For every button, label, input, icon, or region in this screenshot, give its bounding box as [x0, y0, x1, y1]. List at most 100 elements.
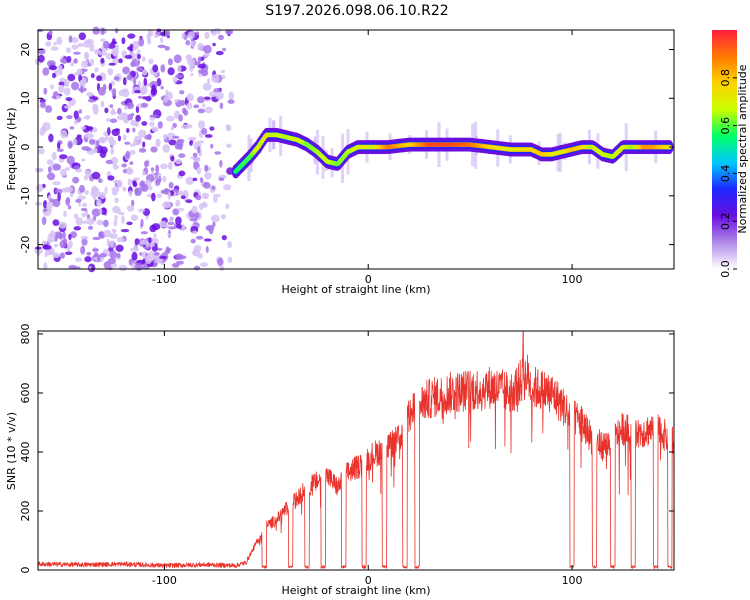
colorbar-tick-label: 0.4: [719, 165, 732, 183]
noise-scatter-group: [34, 26, 235, 273]
noise-blob: [80, 245, 86, 255]
noise-blob: [196, 167, 202, 175]
noise-blob: [136, 66, 144, 72]
noise-blob: [195, 31, 200, 35]
noise-blob: [217, 257, 224, 267]
noise-blob: [50, 84, 54, 90]
noise-blob: [52, 198, 61, 208]
x-tick-label: 100: [562, 574, 583, 587]
noise-blob: [132, 46, 137, 51]
noise-blob: [70, 193, 74, 197]
noise-blob: [192, 152, 198, 157]
noise-blob: [173, 54, 182, 64]
noise-blob: [128, 190, 133, 197]
snr-y-axis-label: SNR (10 * v/v): [5, 412, 18, 490]
noise-blob: [42, 208, 48, 213]
y-tick-label: -20: [19, 236, 32, 254]
noise-blob: [57, 192, 61, 202]
noise-blob: [155, 164, 160, 174]
noise-blob: [177, 190, 184, 196]
noise-blob: [90, 189, 97, 198]
noise-blob: [227, 241, 233, 249]
noise-blob: [43, 87, 48, 95]
noise-blob: [177, 65, 182, 73]
noise-blob: [45, 41, 52, 47]
noise-blob: [179, 90, 185, 95]
spectrogram-x-ticks: -100 0 100: [152, 30, 583, 286]
noise-blob: [59, 154, 68, 160]
noise-blob: [81, 60, 90, 68]
noise-blob: [84, 51, 89, 60]
noise-blob: [204, 164, 209, 172]
noise-blob: [49, 198, 54, 203]
y-tick-label: 20: [19, 43, 32, 57]
noise-blob: [72, 176, 80, 184]
ridge-core: [587, 145, 592, 149]
noise-blob: [80, 85, 84, 94]
noise-blob: [55, 95, 62, 100]
noise-blob: [130, 214, 139, 221]
noise-blob: [172, 135, 180, 139]
noise-blob: [110, 41, 118, 45]
noise-blob: [212, 193, 222, 198]
noise-blob: [82, 68, 88, 72]
noise-blob: [124, 105, 129, 110]
x-tick-label: 0: [365, 273, 372, 286]
noise-blob: [100, 27, 105, 35]
noise-blob: [99, 136, 107, 144]
noise-blob: [123, 134, 127, 141]
noise-blob: [107, 175, 115, 181]
noise-blob: [167, 161, 173, 170]
noise-blob: [41, 216, 47, 226]
noise-blob: [60, 168, 67, 177]
noise-blob: [74, 119, 78, 126]
noise-blob: [116, 236, 125, 243]
noise-blob: [107, 68, 114, 76]
noise-blob: [96, 198, 102, 208]
noise-blob: [123, 119, 129, 124]
noise-blob: [111, 228, 117, 233]
snr-x-ticks: -100 0 100: [152, 331, 583, 587]
noise-blob: [108, 62, 116, 66]
noise-blob: [195, 235, 204, 240]
noise-blob: [185, 199, 193, 204]
noise-blob: [66, 47, 71, 54]
noise-blob: [103, 261, 112, 270]
noise-blob: [122, 186, 127, 192]
noise-blob: [174, 99, 179, 103]
noise-blob: [90, 58, 95, 66]
noise-blob: [58, 221, 67, 229]
y-tick-label: 10: [19, 91, 32, 105]
noise-blob: [129, 161, 134, 166]
noise-blob: [140, 183, 149, 192]
noise-blob: [115, 44, 119, 52]
colorbar-label: Normalized spectral amplitude: [736, 64, 749, 233]
noise-blob: [83, 40, 92, 48]
chart-title: S197.2026.098.06.10.R22: [265, 3, 448, 19]
noise-blob: [176, 138, 185, 144]
noise-blob: [109, 240, 114, 248]
noise-blob: [162, 175, 167, 183]
noise-blob: [176, 260, 184, 265]
noise-blob: [220, 214, 226, 220]
noise-blob: [109, 110, 117, 115]
noise-blob: [97, 87, 106, 96]
noise-blob: [157, 44, 167, 49]
noise-blob: [214, 151, 222, 155]
noise-blob: [160, 163, 168, 170]
noise-blob: [104, 186, 108, 195]
noise-blob: [126, 74, 133, 81]
noise-blob: [96, 75, 103, 82]
noise-blob: [129, 149, 136, 155]
noise-blob: [110, 118, 118, 124]
noise-blob: [56, 36, 63, 45]
noise-blob: [183, 109, 189, 116]
noise-blob: [164, 46, 170, 51]
noise-blob: [189, 140, 193, 146]
noise-blob: [68, 142, 73, 147]
noise-blob: [153, 34, 159, 38]
noise-blob: [48, 133, 54, 143]
noise-blob: [68, 264, 77, 270]
noise-blob: [92, 26, 100, 35]
